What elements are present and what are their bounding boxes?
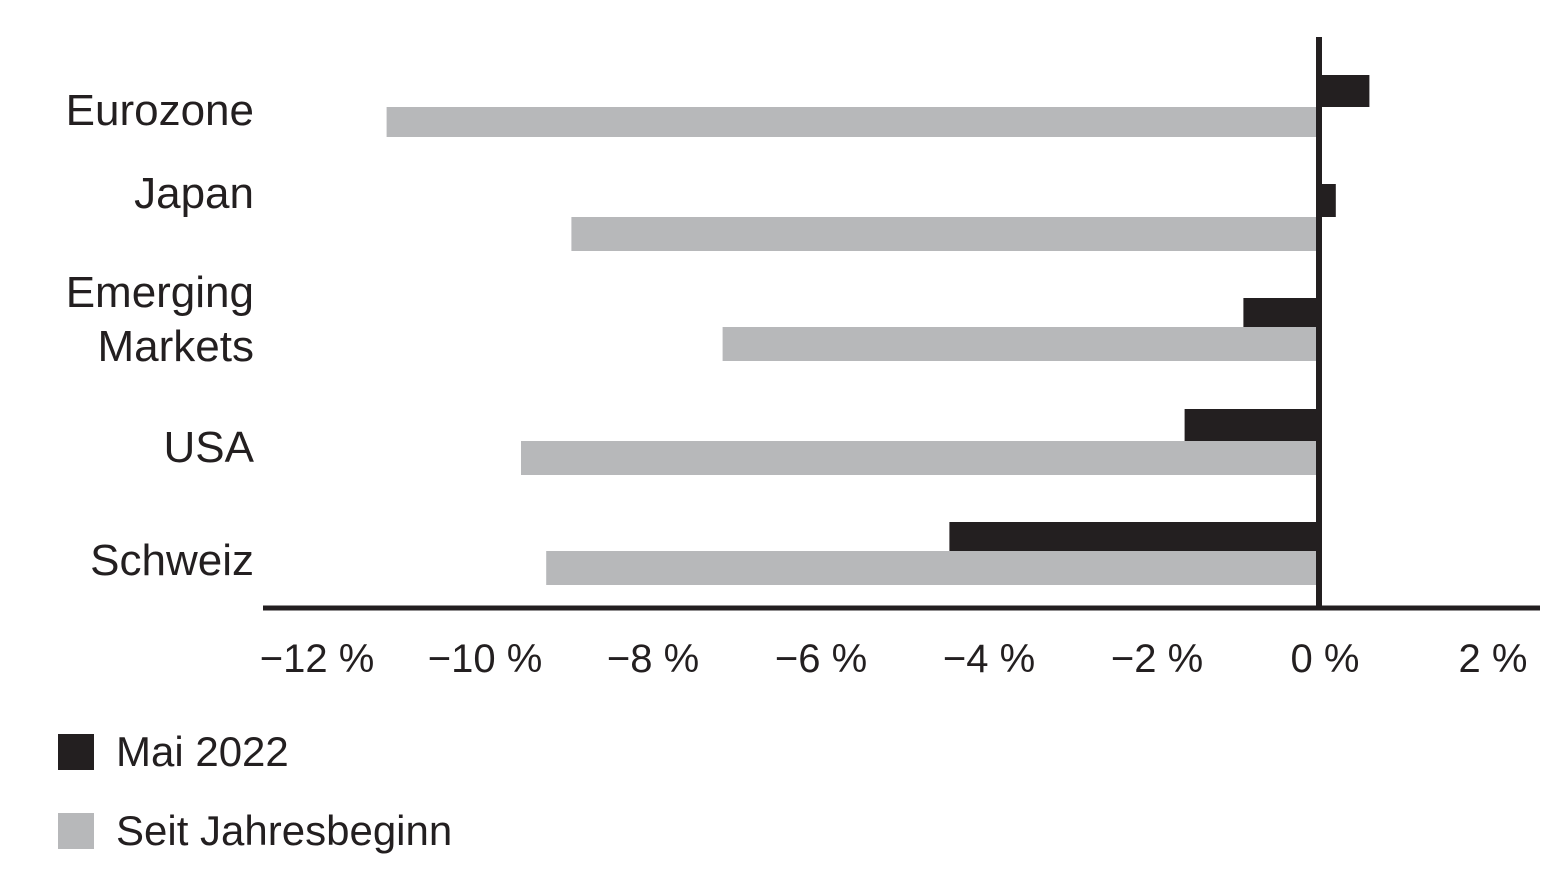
bar-eurozone-seit-jahresbeginn <box>386 107 1320 137</box>
x-tick-label-minus-4: −4 % <box>943 637 1035 681</box>
x-tick-labels: −12 % −10 % −8 % −6 % −4 % −2 % 0 % 2 % <box>260 637 1528 681</box>
bar-schweiz-mai-2022 <box>949 522 1319 551</box>
bar-japan-seit-jahresbeginn <box>571 217 1319 251</box>
bar-usa-seit-jahresbeginn <box>521 441 1319 475</box>
bar-schweiz-seit-jahresbeginn <box>546 551 1319 585</box>
bar-eurozone-mai-2022 <box>1319 75 1370 107</box>
category-label-eurozone: Eurozone <box>66 86 254 135</box>
legend-swatch-mai-2022 <box>58 734 94 770</box>
x-tick-label-minus-8: −8 % <box>607 637 699 681</box>
category-label-schweiz: Schweiz <box>90 536 254 585</box>
legend-label-mai-2022: Mai 2022 <box>116 728 289 775</box>
x-tick-label-0: 0 % <box>1291 637 1360 681</box>
category-label-emerging-markets-line-1: Emerging <box>66 268 254 317</box>
x-tick-label-minus-2: −2 % <box>1111 637 1203 681</box>
legend-swatch-seit-jahresbeginn <box>58 813 94 849</box>
bar-chart: Eurozone Japan Emerging Markets USA Schweiz −… <box>66 37 1540 681</box>
category-label-usa: USA <box>164 423 255 472</box>
x-tick-label-minus-10: −10 % <box>428 637 543 681</box>
bar-emerging-markets-mai-2022 <box>1243 298 1319 327</box>
x-tick-label-2: 2 % <box>1459 637 1528 681</box>
category-label-japan: Japan <box>134 169 254 218</box>
legend-label-seit-jahresbeginn: Seit Jahresbeginn <box>116 807 453 854</box>
category-label-emerging-markets-line-2: Markets <box>98 322 254 371</box>
legend-item-mai-2022: Mai 2022 <box>58 722 452 782</box>
legend-item-seit-jahresbeginn: Seit Jahresbeginn <box>58 801 452 861</box>
category-labels: Eurozone Japan Emerging Markets USA Schweiz <box>66 86 255 585</box>
bar-japan-mai-2022 <box>1319 184 1336 217</box>
legend: Mai 2022 Seit Jahresbeginn <box>58 722 452 880</box>
x-tick-label-minus-12: −12 % <box>260 637 375 681</box>
bars-group <box>386 75 1370 585</box>
x-tick-label-minus-6: −6 % <box>775 637 867 681</box>
bar-emerging-markets-seit-jahresbeginn <box>722 327 1319 361</box>
bar-usa-mai-2022 <box>1184 409 1319 441</box>
